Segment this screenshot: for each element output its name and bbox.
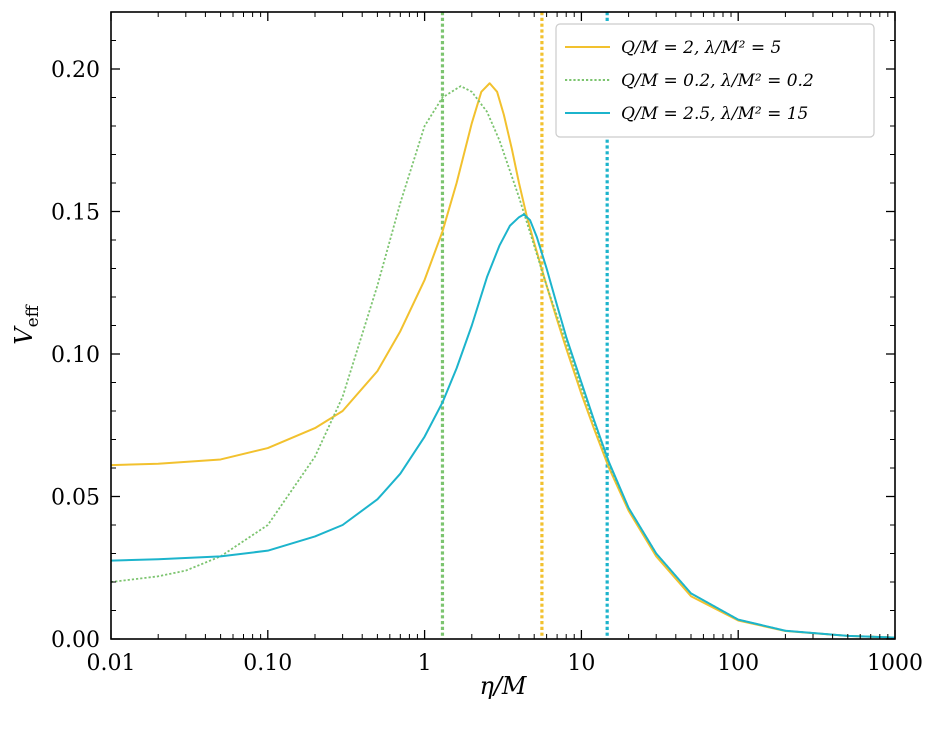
y-tick-label: 0.00: [51, 628, 100, 653]
legend: Q/M = 2, λ/M² = 5 Q/M = 0.2, λ/M² = 0.2 Q/…: [555, 23, 875, 138]
legend-box: [555, 23, 875, 138]
y-axis-title: Veff: [10, 303, 43, 344]
y-tick-label: 0.15: [51, 201, 100, 226]
x-axis-title: η/M: [479, 672, 527, 700]
y-tick-label: 0.20: [51, 58, 100, 83]
tick-labels: 0.01 0.10 1 10 100 1000 0.00 0.05 0.10 0.15 0.20: [51, 58, 923, 676]
series-line-1: [111, 82, 895, 639]
minor-ticks: [111, 12, 895, 639]
x-tick-label: 1: [418, 651, 432, 676]
plot-frame: [110, 11, 896, 640]
legend-label-1: Q/M = 2, λ/M² = 5: [621, 38, 781, 58]
legend-label-3: Q/M = 2.5, λ/M² = 15: [621, 104, 808, 124]
series-line-3: [111, 213, 895, 639]
legend-label-2: Q/M = 0.2, λ/M² = 0.2: [621, 71, 814, 91]
y-tick-label: 0.05: [51, 486, 100, 511]
x-tick-label: 10: [567, 651, 595, 676]
x-tick-label: 100: [717, 651, 759, 676]
y-tick-label: 0.10: [51, 343, 100, 368]
series-lines: [111, 82, 895, 639]
x-tick-label: 0.01: [87, 651, 136, 676]
x-tick-label: 1000: [867, 651, 923, 676]
x-tick-label: 0.10: [243, 651, 292, 676]
